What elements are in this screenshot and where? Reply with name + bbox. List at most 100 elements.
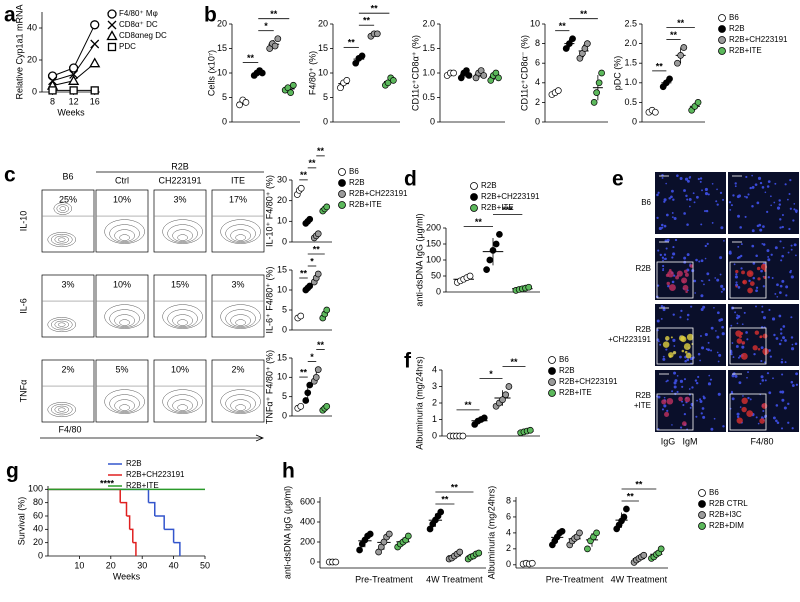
nucleus <box>790 347 795 351</box>
flow-contour <box>47 317 77 333</box>
nucleus <box>778 314 782 318</box>
significance: ** <box>300 170 308 180</box>
stain <box>684 396 691 403</box>
nucleus <box>689 406 692 409</box>
flow-contour <box>56 204 70 213</box>
data-point <box>496 231 503 238</box>
nucleus <box>737 315 741 318</box>
flow-contour <box>177 234 188 241</box>
data-point <box>569 35 576 43</box>
flow-contour <box>114 399 135 412</box>
y-tick-label: 8 <box>535 38 540 48</box>
nucleus <box>674 379 678 383</box>
nucleus <box>699 180 702 183</box>
nucleus <box>708 279 711 282</box>
flow-contour <box>235 234 246 241</box>
data-point <box>489 247 497 254</box>
nucleus <box>704 244 707 248</box>
data-point <box>306 381 314 389</box>
inset-frame <box>656 261 694 299</box>
x-tick-label: 20 <box>106 560 116 570</box>
nucleus <box>731 374 735 378</box>
nucleus <box>755 416 758 419</box>
nucleus <box>736 314 739 317</box>
survival-step <box>129 528 134 543</box>
nucleus <box>781 214 784 217</box>
flow-percent: 2% <box>61 364 74 374</box>
legend-swatch <box>718 47 726 55</box>
nucleus <box>761 186 765 189</box>
nucleus <box>754 183 758 186</box>
nucleus <box>704 257 707 260</box>
legend-label: R2B+ITE <box>729 46 762 55</box>
nucleus <box>664 239 668 243</box>
y-tick-label: 1.5 <box>624 58 637 68</box>
data-point <box>525 283 533 291</box>
flow-contour <box>109 309 140 328</box>
legend-swatch <box>548 367 556 375</box>
nucleus <box>789 207 792 210</box>
survival-step <box>48 488 150 503</box>
nucleus <box>772 416 776 420</box>
nucleus <box>730 353 733 356</box>
nucleus <box>711 221 714 224</box>
data-point <box>297 184 305 192</box>
nucleus <box>730 324 733 327</box>
flow-plot <box>211 189 265 253</box>
nucleus <box>699 399 703 403</box>
stain <box>741 406 747 413</box>
legend-label: R2B+CH223191 <box>559 377 618 386</box>
nucleus <box>688 388 691 390</box>
stain <box>662 341 670 348</box>
nucleus <box>749 186 752 190</box>
data-point <box>366 530 374 538</box>
micro-field <box>655 238 726 300</box>
nucleus <box>745 175 748 179</box>
nucleus <box>716 351 719 354</box>
nucleus <box>767 180 771 184</box>
significance: ** <box>300 367 308 377</box>
flow-contour <box>109 224 140 243</box>
legend-swatch <box>470 204 478 212</box>
nucleus <box>700 280 703 282</box>
nucleus <box>744 195 746 198</box>
nucleus <box>662 308 666 312</box>
marker-shape <box>48 86 57 95</box>
flow-contour <box>54 405 70 414</box>
nucleus <box>722 425 725 428</box>
flow-contour <box>162 219 203 244</box>
flow-plot <box>41 189 95 253</box>
nucleus <box>690 305 693 308</box>
x-category-label: Pre-Treatment <box>546 574 604 584</box>
nucleus <box>775 419 778 423</box>
nucleus <box>693 279 697 283</box>
nucleus <box>695 381 699 385</box>
flow-contour <box>162 389 203 414</box>
nucleus <box>778 291 782 294</box>
data-point <box>404 532 412 540</box>
significance: ** <box>317 340 325 350</box>
legend-label: R2B+ITE <box>481 203 514 212</box>
data-point <box>343 76 351 84</box>
stain <box>749 272 752 275</box>
nucleus <box>662 267 665 270</box>
significance: ** <box>464 400 472 410</box>
nucleus <box>695 415 698 418</box>
y-tick-label: 2 <box>432 397 437 407</box>
y-tick-label: 20 <box>277 195 287 205</box>
micro-field <box>655 172 726 234</box>
nucleus <box>697 375 700 379</box>
nucleus <box>663 200 666 203</box>
nucleus <box>745 331 748 334</box>
marker-shape <box>90 39 100 49</box>
nucleus <box>671 216 674 219</box>
nucleus <box>704 332 708 337</box>
data-point <box>258 69 266 77</box>
survival-step <box>148 501 156 516</box>
nucleus <box>657 249 660 252</box>
nucleus <box>656 216 659 220</box>
nucleus <box>729 350 733 354</box>
nucleus <box>660 317 663 320</box>
nucleus <box>672 338 676 342</box>
y-tick-label: 15 <box>318 43 328 53</box>
